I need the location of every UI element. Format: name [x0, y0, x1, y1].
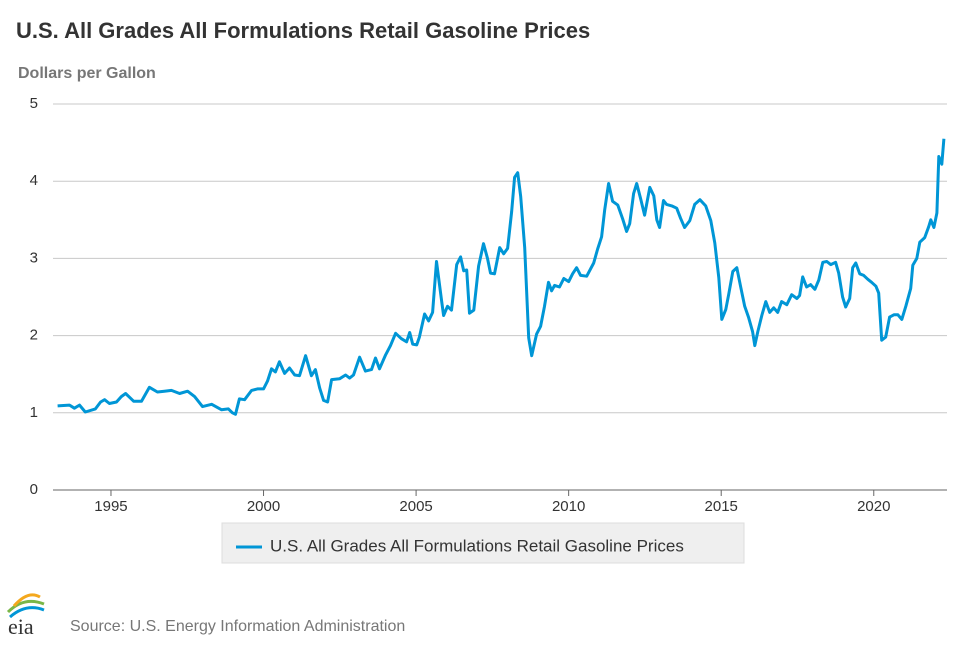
source-note: Source: U.S. Energy Information Administ… — [70, 618, 405, 635]
x-tick-label: 1995 — [94, 498, 127, 515]
y-tick-label: 0 — [30, 481, 38, 498]
y-tick-label: 5 — [30, 95, 38, 112]
y-tick-label: 3 — [30, 249, 38, 266]
y-tick-label: 1 — [30, 404, 38, 421]
logo-text: eia — [8, 614, 34, 639]
x-tick-label: 2005 — [399, 498, 432, 515]
x-tick-label: 2000 — [247, 498, 280, 515]
y-tick-label: 4 — [30, 172, 38, 189]
chart-title: U.S. All Grades All Formulations Retail … — [16, 18, 590, 43]
eia-logo: eia — [6, 593, 45, 639]
x-tick-label: 2020 — [857, 498, 890, 515]
logo-arc — [12, 593, 41, 608]
legend-box — [221, 522, 745, 564]
logo-arc — [6, 599, 45, 614]
data-line — [57, 138, 946, 416]
y-axis-label: Dollars per Gallon — [18, 65, 156, 82]
x-tick-label: 2015 — [705, 498, 738, 515]
y-tick-label: 2 — [30, 327, 38, 344]
x-tick-label: 2010 — [552, 498, 585, 515]
logo-arc — [9, 606, 45, 619]
legend-label: U.S. All Grades All Formulations Retail … — [270, 536, 684, 555]
